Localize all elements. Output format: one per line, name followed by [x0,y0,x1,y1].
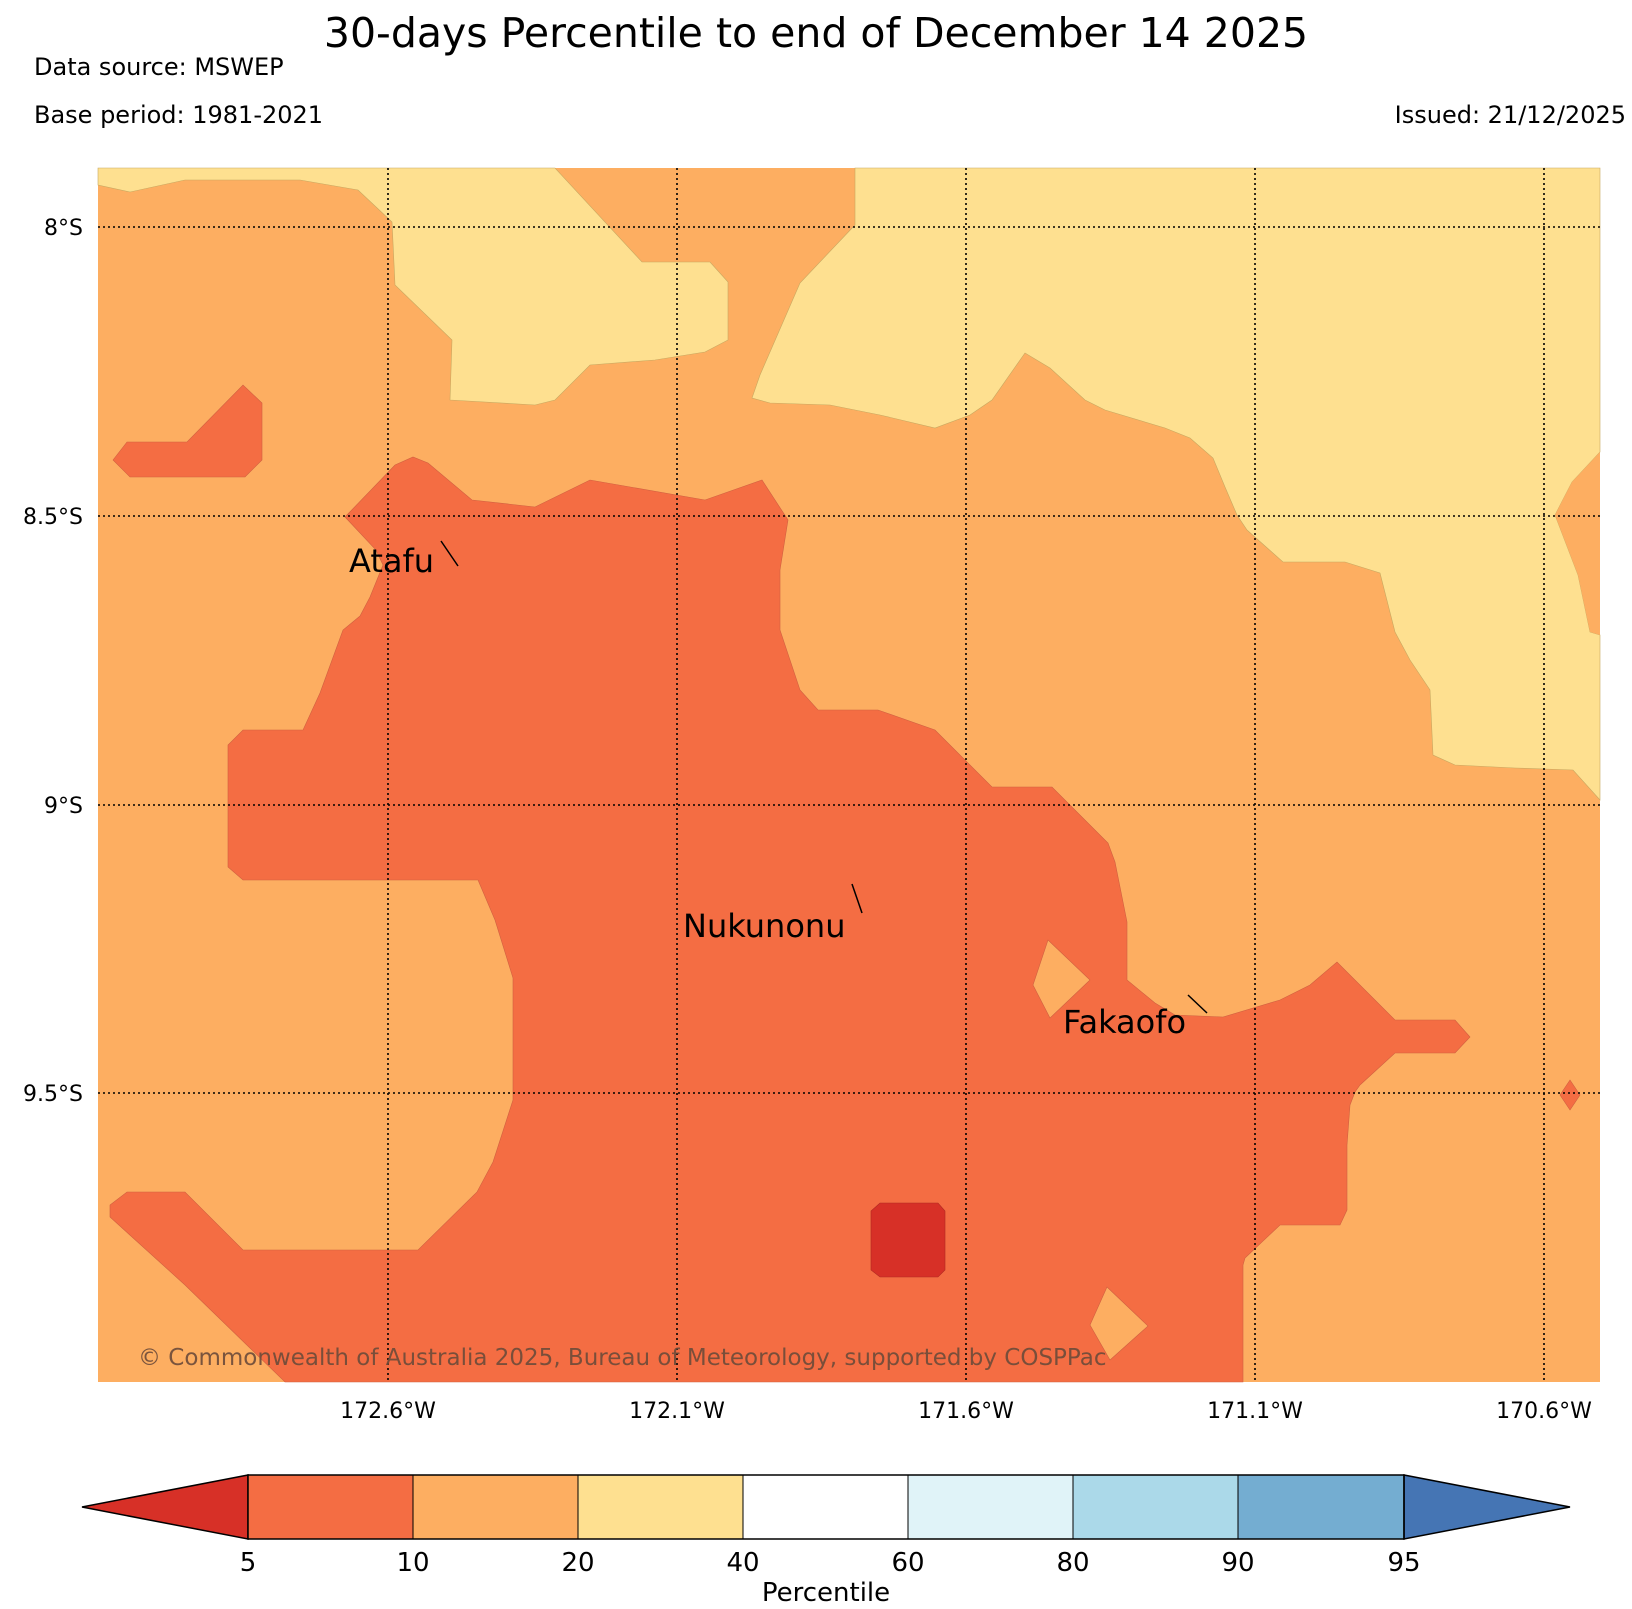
colorbar-ticks: 5 10 20 40 60 80 90 95 [240,1548,1421,1578]
colorbar-tick-20: 20 [561,1548,594,1578]
zone-p10-20-island-b [1089,1286,1149,1361]
data-source: Data source: MSWEP [34,53,284,81]
lon-label-170-6w: 170.6°W [1496,1399,1592,1424]
lat-label-9-5s: 9.5°S [23,1082,83,1107]
colorbar-bin-80-90 [1072,1474,1239,1540]
zone-p20-40-top-left [97,167,729,406]
colorbar-tick-80: 80 [1056,1548,1089,1578]
colorbar [81,1474,1571,1540]
copyright-notice: © Commonwealth of Australia 2025, Bureau… [138,1345,1107,1371]
colorbar-bin-60-80 [907,1474,1074,1540]
gridlines [98,168,1600,1382]
colorbar-over-triangle [1403,1474,1571,1540]
colorbar-bin-20-40 [577,1474,744,1540]
zone-below-5 [870,1202,946,1278]
issued-date: Issued: 21/12/2025 [1394,101,1626,129]
nukunonu-leader-line [851,883,863,914]
colorbar-tick-95: 95 [1387,1548,1420,1578]
colorbar-tick-5: 5 [240,1548,257,1578]
place-label-nukunonu: Nukunonu [683,907,845,945]
base-period: Base period: 1981-2021 [34,101,324,129]
lon-label-171-6w: 171.6°W [918,1399,1014,1424]
colorbar-under-triangle [81,1474,249,1540]
zone-p5-10-west-blob [112,384,263,478]
lon-label-172-1w: 172.1°W [629,1399,725,1424]
lat-label-9s: 9°S [44,794,83,819]
colorbar-label: Percentile [762,1578,890,1608]
lat-label-8-5s: 8.5°S [23,505,83,530]
place-label-atafu: Atafu [349,542,434,580]
colorbar-tick-90: 90 [1221,1548,1254,1578]
atafu-leader-line [440,540,459,567]
colorbar-tick-40: 40 [726,1548,759,1578]
colorbar-bin-40-60 [742,1474,909,1540]
place-label-fakaofo: Fakaofo [1063,1003,1186,1041]
zone-p10-20-island-a [1032,939,1091,1019]
colorbar-outline [247,1474,1405,1540]
zone-p10-20-bottom-notch [1555,452,1600,635]
colorbar-bin-10-20 [412,1474,579,1540]
colorbar-bin-5-10 [247,1474,414,1540]
fakaofo-leader-line [1187,994,1208,1014]
colorbar-tick-60: 60 [891,1548,924,1578]
lon-label-172-6w: 172.6°W [340,1399,436,1424]
page-title: 30-days Percentile to end of December 14… [323,9,1309,57]
map-panel: Atafu Nukunonu Fakaofo © Commonwealth of… [97,167,1601,1383]
lon-label-171-1w: 171.1°W [1207,1399,1303,1424]
lat-label-8s: 8°S [44,216,83,241]
colorbar-bin-90-95 [1237,1474,1405,1540]
zone-p5-10-east-speck [1559,1079,1581,1111]
lon-axis-labels: 172.6°W 172.1°W 171.6°W 171.1°W 170.6°W [340,1399,1592,1424]
lat-axis-labels: 8°S 8.5°S 9°S 9.5°S [23,216,83,1107]
zone-p5-10-main [109,456,1471,1383]
colorbar-tick-10: 10 [396,1548,429,1578]
